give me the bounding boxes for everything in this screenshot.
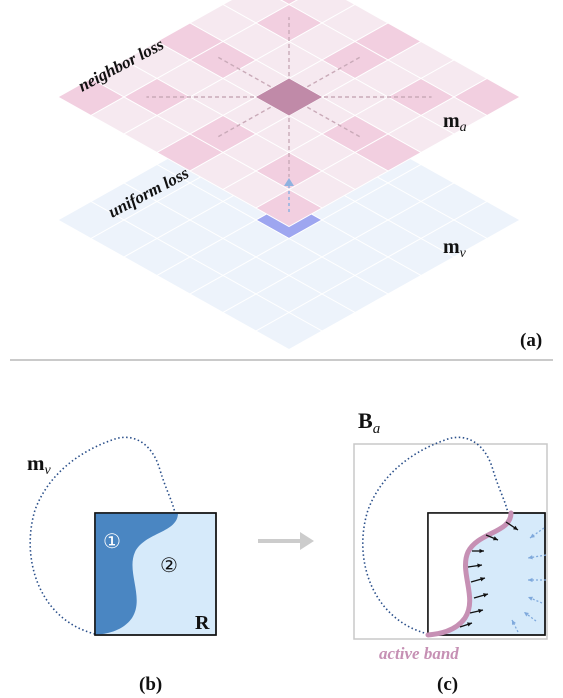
band-push-arrow-head — [513, 525, 518, 530]
panel-a-label: (a) — [520, 330, 542, 351]
region-2-label: ② — [160, 553, 178, 577]
band-push-arrow-head — [477, 563, 482, 568]
band-push-arrow-head — [493, 536, 498, 541]
region-1 — [95, 513, 178, 635]
B-a-label: Ba — [358, 408, 380, 437]
region-1-label: ① — [103, 529, 121, 553]
box-B-a — [353, 443, 548, 640]
panel-c-label: (c) — [437, 674, 458, 695]
m-v-outline-c — [361, 436, 509, 635]
m-a-label: ma — [443, 110, 467, 135]
band-push-arrow-head — [480, 577, 485, 582]
m-v-label-b: mv — [27, 451, 52, 478]
inward-dotted-arrow-head — [528, 577, 533, 583]
active-band-label: active band — [379, 644, 459, 663]
m-v-label: mv — [443, 236, 467, 261]
grid-m-a — [56, 0, 522, 228]
region-R-c-border — [427, 512, 546, 636]
R-label: R — [195, 612, 210, 634]
band-arrows — [459, 521, 547, 633]
inward-dotted-arrow-head — [528, 596, 533, 601]
active-band-curve — [425, 510, 514, 638]
grid-cell — [254, 311, 324, 351]
region-R-border — [94, 512, 217, 636]
inward-dotted-arrow — [527, 554, 547, 559]
band-push-arrow-head — [478, 608, 483, 614]
inward-dotted-arrow — [529, 527, 545, 539]
inward-dotted-arrow-head — [528, 555, 533, 560]
band-push-arrow-head — [483, 593, 488, 598]
m-v-outline-b — [29, 436, 176, 635]
grid-cell — [254, 188, 324, 228]
band-push-arrow-head — [467, 622, 472, 627]
band-push-arrow-head — [479, 548, 484, 554]
inward-dotted-arrow-head — [524, 612, 529, 617]
inward-dotted-arrow-head — [530, 533, 535, 538]
uniform-loss-arrowhead — [284, 178, 294, 186]
inward-dotted-arrow-head — [512, 620, 516, 625]
transition-arrowhead — [300, 532, 314, 550]
region-1-c-cover — [428, 513, 511, 635]
center-cell — [256, 78, 322, 116]
panel-b-label: (b) — [139, 674, 162, 695]
